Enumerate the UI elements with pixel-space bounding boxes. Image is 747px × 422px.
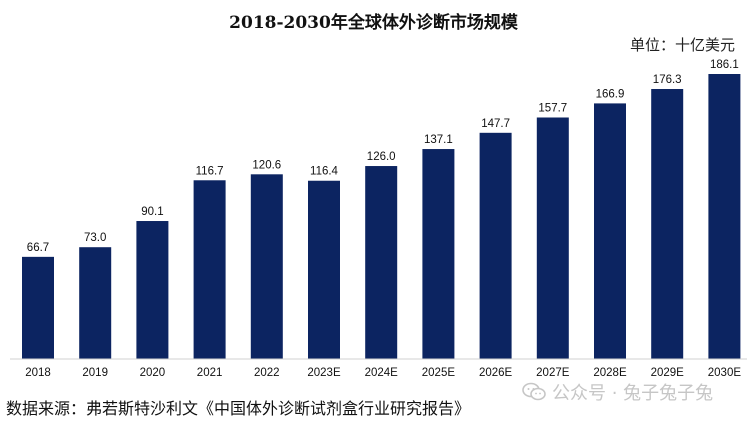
- tick-label-2023E: 2023E: [307, 367, 341, 379]
- value-label-2029E: 176.3: [653, 74, 682, 86]
- watermark-text: 公众号 · 兔子兔子兔: [552, 383, 714, 404]
- watermark: 公众号 · 兔子兔子兔: [522, 375, 732, 409]
- value-label-2024E: 126.0: [367, 151, 396, 163]
- tick-label-2022: 2022: [254, 367, 280, 379]
- tick-label-2026E: 2026E: [479, 367, 513, 379]
- wechat-icon: [522, 382, 546, 402]
- tick-label-2018: 2018: [25, 367, 51, 379]
- bar-2024E: [365, 166, 398, 359]
- bar-2028E: [594, 103, 626, 359]
- bar-2020: [136, 221, 169, 359]
- bar-2021: [193, 180, 226, 359]
- value-label-2026E: 147.7: [481, 118, 510, 130]
- value-label-2021: 116.7: [196, 165, 224, 177]
- tick-label-2027E: 2027E: [536, 367, 570, 379]
- bar-2025E: [422, 149, 455, 359]
- value-label-2028E: 166.9: [596, 88, 625, 100]
- value-label-2020: 90.1: [141, 206, 163, 218]
- chart-title: 2018-2030年全球体外诊断市场规模: [229, 13, 518, 33]
- tick-label-2030E: 2030E: [708, 367, 742, 379]
- value-label-2018: 66.7: [27, 242, 49, 254]
- value-label-2022: 120.6: [252, 159, 281, 171]
- unit-label: 单位：十亿美元: [629, 36, 735, 54]
- bar-2022: [250, 174, 283, 359]
- bar-2023E: [308, 180, 340, 359]
- value-label-2023E: 116.4: [310, 166, 339, 178]
- value-label-2025E: 137.1: [424, 134, 453, 146]
- tick-label-2028E: 2028E: [593, 367, 627, 379]
- tick-label-2024E: 2024E: [365, 367, 399, 379]
- value-label-2027E: 157.7: [538, 102, 567, 114]
- tick-label-2021: 2021: [197, 367, 223, 379]
- value-label-2019: 73.0: [84, 232, 106, 244]
- bar-2026E: [479, 132, 512, 359]
- tick-label-2019: 2019: [82, 367, 108, 379]
- source-note: 数据来源：弗若斯特沙利文《中国体外诊断试剂盒行业研究报告》: [6, 399, 471, 418]
- value-label-2030E: 186.1: [710, 59, 739, 71]
- bar-2029E: [651, 89, 684, 359]
- bar-2018: [22, 256, 54, 359]
- tick-label-2025E: 2025E: [422, 367, 456, 379]
- tick-label-2029E: 2029E: [651, 367, 685, 379]
- bar-2027E: [536, 117, 569, 360]
- bar-2019: [79, 247, 112, 359]
- bar-2030E: [708, 74, 741, 359]
- tick-label-2020: 2020: [140, 367, 166, 379]
